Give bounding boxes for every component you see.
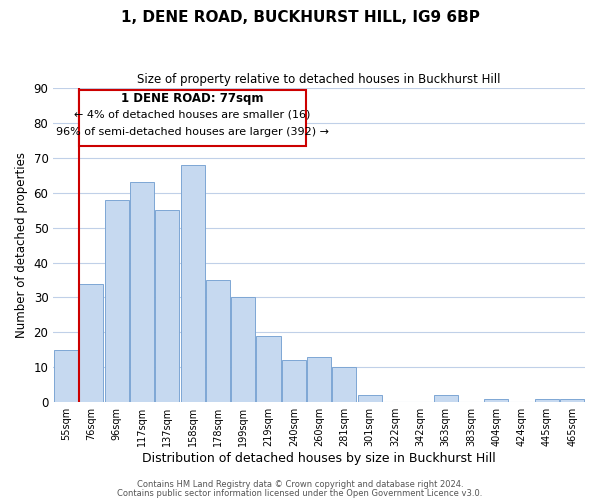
- Bar: [155, 210, 179, 402]
- Text: 1, DENE ROAD, BUCKHURST HILL, IG9 6BP: 1, DENE ROAD, BUCKHURST HILL, IG9 6BP: [121, 10, 479, 25]
- Bar: [484, 398, 508, 402]
- Bar: [104, 200, 128, 402]
- Text: ← 4% of detached houses are smaller (16): ← 4% of detached houses are smaller (16): [74, 109, 311, 119]
- Bar: [54, 350, 78, 402]
- Title: Size of property relative to detached houses in Buckhurst Hill: Size of property relative to detached ho…: [137, 72, 501, 86]
- Bar: [282, 360, 306, 402]
- FancyBboxPatch shape: [79, 90, 307, 146]
- Bar: [434, 395, 458, 402]
- Bar: [181, 165, 205, 402]
- Text: Contains HM Land Registry data © Crown copyright and database right 2024.: Contains HM Land Registry data © Crown c…: [137, 480, 463, 489]
- Bar: [79, 284, 103, 402]
- Bar: [307, 357, 331, 402]
- Text: 1 DENE ROAD: 77sqm: 1 DENE ROAD: 77sqm: [121, 92, 264, 105]
- X-axis label: Distribution of detached houses by size in Buckhurst Hill: Distribution of detached houses by size …: [142, 452, 496, 465]
- Text: 96% of semi-detached houses are larger (392) →: 96% of semi-detached houses are larger (…: [56, 126, 329, 136]
- Bar: [256, 336, 281, 402]
- Text: Contains public sector information licensed under the Open Government Licence v3: Contains public sector information licen…: [118, 488, 482, 498]
- Bar: [560, 398, 584, 402]
- Bar: [535, 398, 559, 402]
- Bar: [231, 298, 255, 402]
- Y-axis label: Number of detached properties: Number of detached properties: [15, 152, 28, 338]
- Bar: [206, 280, 230, 402]
- Bar: [130, 182, 154, 402]
- Bar: [358, 395, 382, 402]
- Bar: [332, 368, 356, 402]
